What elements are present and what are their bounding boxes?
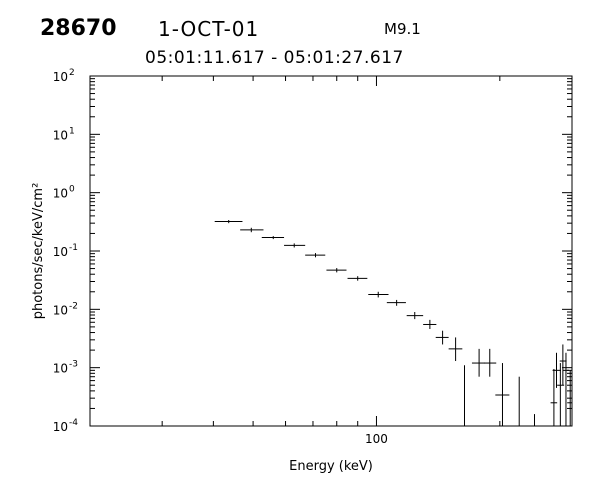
- x-axis-label: Energy (keV): [289, 459, 373, 474]
- y-tick-exponent: -4: [69, 418, 78, 428]
- y-tick-base: 10: [53, 128, 68, 142]
- data-point: [435, 330, 449, 345]
- flare-class: M9.1: [384, 20, 421, 38]
- y-axis-label: photons/sec/keV/cm²: [31, 183, 46, 320]
- data-point: [559, 344, 567, 386]
- data-point: [471, 348, 485, 377]
- observation-date: 1-OCT-01: [158, 17, 260, 41]
- y-tick-exponent: -1: [69, 243, 78, 253]
- data-point: [484, 348, 497, 377]
- y-tick-exponent: -2: [69, 301, 78, 311]
- time-range: 05:01:11.617 - 05:01:27.617: [145, 48, 404, 68]
- y-tick-base: 10: [53, 245, 68, 259]
- y-tick-label: 10 2: [53, 68, 75, 84]
- data-point: [562, 352, 570, 426]
- y-tick-base: 10: [53, 362, 68, 376]
- x-tick-label: 100: [365, 432, 388, 446]
- data-point: [326, 268, 347, 273]
- data-point: [214, 219, 243, 224]
- y-tick-base: 10: [53, 303, 68, 317]
- y-tick-label: 10 -3: [53, 360, 78, 376]
- y-tick-exponent: 0: [69, 185, 75, 195]
- y-tick-label: 10 1: [53, 126, 75, 142]
- y-tick-base: 10: [53, 420, 68, 434]
- data-point: [284, 243, 306, 248]
- plot-frame: [89, 75, 573, 427]
- data-point: [552, 352, 561, 388]
- y-tick-label: 10 -1: [53, 243, 78, 259]
- data-point: [423, 319, 437, 330]
- y-tick-label: 10 -2: [53, 301, 78, 317]
- data-layer: [214, 219, 572, 426]
- data-point: [386, 299, 406, 306]
- data-point: [240, 227, 264, 233]
- data-point: [550, 368, 558, 426]
- data-point: [567, 370, 572, 426]
- data-point: [406, 312, 424, 320]
- data-point: [448, 337, 463, 362]
- data-point: [495, 363, 510, 426]
- y-tick-exponent: 1: [69, 126, 75, 136]
- y-tick-label: 10 0: [53, 185, 75, 201]
- y-tick-label: 10 -4: [53, 418, 79, 434]
- event-id: 28670: [40, 16, 117, 41]
- y-tick-base: 10: [53, 187, 68, 201]
- y-tick-exponent: 2: [69, 68, 75, 78]
- data-point: [261, 236, 285, 240]
- y-tick-exponent: -3: [69, 360, 78, 370]
- data-point: [305, 253, 326, 258]
- y-tick-base: 10: [53, 70, 68, 84]
- data-point: [347, 276, 368, 281]
- data-point: [368, 291, 389, 298]
